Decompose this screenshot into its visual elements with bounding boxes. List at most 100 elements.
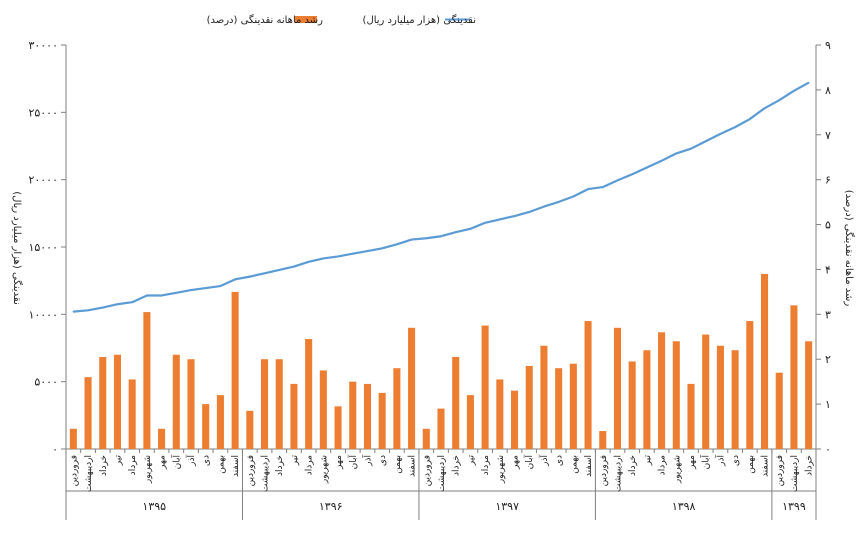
line-point	[116, 303, 119, 306]
line-point	[410, 238, 413, 241]
line-point	[704, 140, 707, 143]
bar	[202, 404, 210, 449]
line-point	[719, 133, 722, 135]
bar	[393, 368, 401, 449]
x-tick-label: مرداد	[128, 455, 138, 475]
line-point	[425, 237, 428, 240]
line-point	[454, 231, 457, 233]
bar	[613, 327, 621, 449]
line-point	[366, 250, 369, 252]
x-group-label: ۱۳۹۷	[495, 500, 519, 513]
x-tick-label: شهریور	[496, 455, 506, 484]
y-left-tick-label: ۰	[52, 443, 58, 456]
line-point	[778, 99, 781, 102]
x-tick-label: دی	[378, 455, 388, 466]
x-tick-label: شهریور	[143, 455, 153, 484]
x-tick-label: مهر	[511, 455, 521, 470]
line-point	[601, 186, 604, 188]
bar	[231, 291, 239, 449]
line-point	[543, 205, 545, 208]
x-tick-label: فروردین	[599, 455, 609, 486]
bar	[687, 383, 695, 449]
line-point	[351, 252, 354, 255]
line-point	[293, 265, 295, 268]
line-point	[749, 118, 751, 120]
y-right-tick-label: ۰	[825, 443, 831, 456]
y-right-tick-label: ۸	[825, 84, 831, 97]
x-tick-label: خرداد	[99, 455, 109, 476]
line-point	[175, 291, 178, 294]
y-left-tick-label: ۱۵۰۰۰	[28, 241, 58, 254]
x-tick-label: تیر	[290, 455, 300, 467]
bar	[334, 406, 342, 449]
y-right-tick-label: ۹	[825, 39, 831, 52]
x-tick-label: آذر	[185, 455, 197, 467]
line-point	[322, 257, 325, 260]
x-tick-label: اسفند	[584, 455, 594, 477]
x-tick-label: اردیبهشت	[613, 455, 623, 492]
x-tick-label: اسفند	[761, 455, 771, 477]
line-point	[587, 188, 589, 190]
line-point	[528, 211, 531, 213]
y-left-tick-label: ۲۰۰۰۰	[28, 174, 58, 187]
line-point	[440, 235, 442, 238]
bar	[69, 428, 77, 449]
x-tick-label: شهریور	[672, 455, 682, 484]
line-point	[87, 309, 89, 312]
x-tick-label: آبان	[700, 455, 712, 470]
line-point	[484, 221, 486, 224]
bar	[261, 359, 269, 449]
line-point	[513, 215, 516, 217]
bar	[775, 372, 783, 449]
line-point	[499, 218, 501, 221]
y-left-tick-label: ۲۵۰۰۰	[28, 106, 58, 119]
x-tick-label: خرداد	[275, 455, 285, 476]
x-tick-label: بهمن	[216, 455, 226, 474]
line-point	[234, 278, 236, 281]
x-tick-label: تیر	[643, 455, 653, 467]
plot-area: ۰ ۵۰۰۰ ۱۰۰۰۰ ۱۵۰۰۰ ۲۰۰۰۰ ۲۵۰۰۰ ۳۰۰۰۰ ۰ ۱ ۲ ۳ ۴ ۵ ۶ ۷ ۸ ۹…	[28, 39, 831, 520]
bar	[437, 408, 445, 449]
bar	[805, 341, 813, 449]
line-point	[646, 166, 648, 169]
x-tick-label: آبان	[170, 455, 182, 470]
bar	[422, 428, 430, 449]
bar	[452, 356, 460, 449]
x-tick-label: فروردین	[246, 455, 256, 486]
x-tick-label: خرداد	[805, 455, 815, 476]
y-right-tick-label: ۴	[825, 263, 831, 276]
line-point	[204, 287, 207, 289]
x-group-label: ۱۳۹۶	[319, 500, 343, 513]
bar	[584, 321, 592, 449]
line-point	[660, 160, 663, 162]
y-left-tick-label: ۱۰۰۰۰	[28, 308, 58, 321]
y-right-tick-label: ۱	[825, 398, 831, 411]
x-tick-label: مهر	[334, 455, 344, 470]
bar	[702, 334, 710, 449]
bar	[99, 356, 107, 449]
x-tick-label: مرداد	[481, 455, 491, 475]
x-tick-label: شهریور	[319, 455, 329, 484]
bar	[658, 332, 666, 449]
x-tick-label: فروردین	[69, 455, 79, 486]
bar	[466, 395, 474, 449]
line-point	[616, 179, 619, 182]
bar	[569, 363, 577, 449]
bar	[216, 395, 224, 449]
bar	[731, 350, 739, 449]
x-tick-label: اردیبهشت	[84, 455, 94, 492]
x-tick-label: دی	[202, 455, 212, 466]
bar	[158, 428, 166, 449]
x-tick-label: مرداد	[658, 455, 668, 475]
x-tick-label: دی	[555, 455, 565, 466]
bar	[113, 354, 121, 449]
line-point	[469, 228, 472, 230]
line-point	[572, 195, 575, 198]
y-left-tick-label: ۵۰۰۰	[34, 376, 58, 389]
bar	[481, 325, 489, 449]
y-axis-left-title: نقدینگی (هزار میلیارد ریال)	[11, 191, 23, 304]
line-point	[190, 289, 192, 291]
line-point	[690, 147, 692, 150]
